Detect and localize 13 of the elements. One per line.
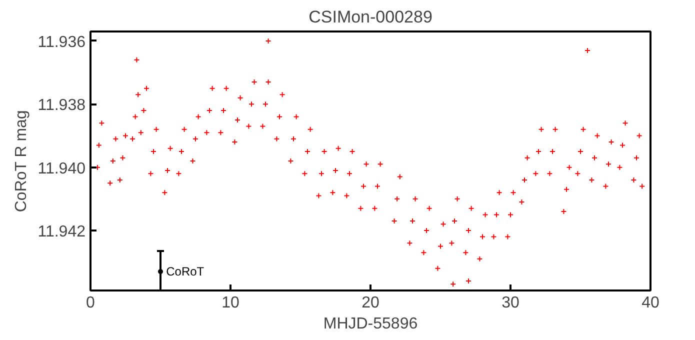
y-tick-label: 11.936	[38, 34, 86, 51]
y-axis-title: CoRoT R mag	[12, 110, 30, 212]
x-tick-label: 20	[362, 294, 380, 312]
x-tick-label: 30	[502, 294, 520, 312]
x-tick-label: 40	[642, 294, 660, 312]
x-axis-title: MHJD-55896	[323, 316, 418, 332]
y-tick-label: 11.938	[38, 97, 86, 114]
y-tick-label: 11.942	[38, 223, 86, 240]
chart-title: CSIMon-000289	[308, 8, 432, 26]
y-tick-label: 11.940	[38, 160, 86, 178]
x-tick-label: 0	[86, 294, 96, 312]
x-tick-label: 10	[222, 294, 240, 312]
series-label: CoRoT	[166, 264, 205, 279]
